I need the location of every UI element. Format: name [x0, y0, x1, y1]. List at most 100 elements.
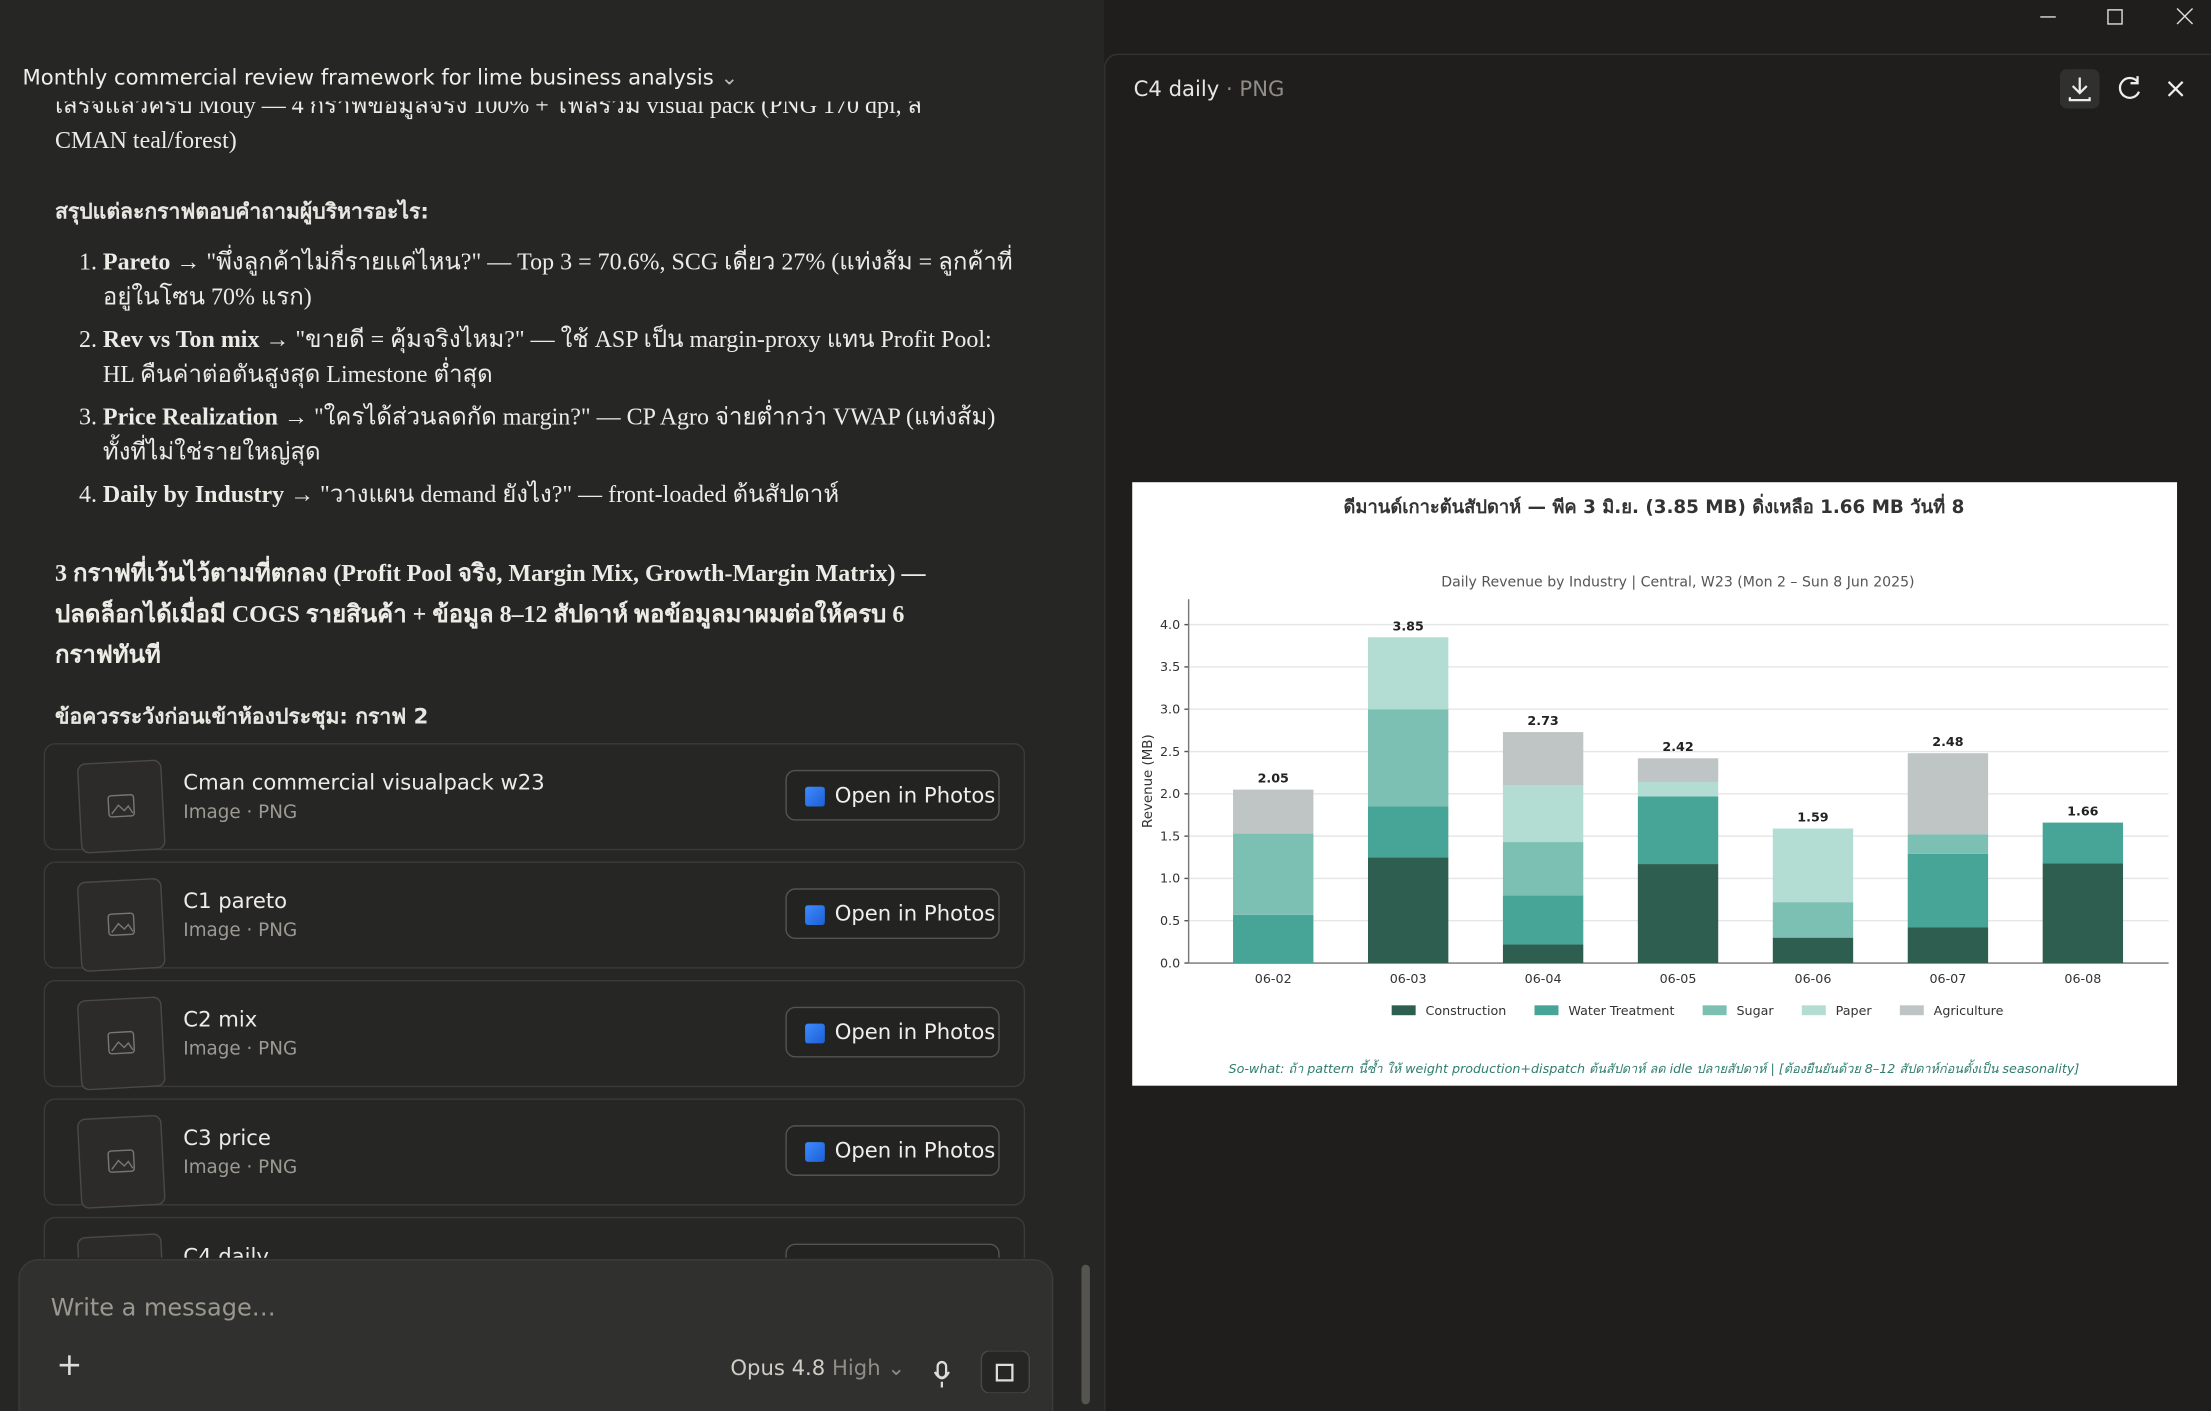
summary-item: Daily by Industry → "วางแผน demand ยังไง…	[103, 477, 1020, 512]
thumbnail	[76, 1114, 166, 1210]
bar-segment	[1907, 853, 1989, 928]
bar-segment	[1502, 944, 1584, 964]
thumb-icon	[107, 912, 136, 937]
thumbnail	[76, 1233, 166, 1258]
summary-list: Pareto → "พึ่งลูกค้าไม่กี่รายแค่ไหน?" — …	[48, 244, 1019, 519]
thumb-icon	[107, 794, 136, 818]
scrollbar[interactable]	[1081, 1264, 1090, 1405]
attachment-name: Cman commercial visualpack w23	[183, 769, 545, 796]
open-button[interactable]: Open in Photos	[785, 1243, 1000, 1258]
y-tick-label: 2.5	[1160, 744, 1180, 759]
thumb-icon	[78, 1234, 164, 1257]
y-tick-label: 3.0	[1160, 701, 1180, 716]
legend-label: Construction	[1426, 1003, 1507, 1018]
bar-segment	[1502, 732, 1584, 786]
attachment-card[interactable]: C1 pareto Image · PNG Open in Photos	[43, 861, 1026, 973]
attachment-meta: Image · PNG	[183, 802, 298, 824]
thumbnail	[76, 996, 166, 1091]
thumb-icon	[107, 1030, 136, 1055]
legend-swatch	[1534, 1005, 1559, 1016]
preview-header: C4 daily · PNG	[1133, 76, 1285, 102]
attachment-card[interactable]: C2 mix Image · PNG Open in Photos	[43, 979, 1026, 1091]
bar-segment	[1502, 842, 1584, 896]
x-tick-label: 06-08	[2064, 971, 2101, 986]
x-tick-label: 06-06	[1795, 971, 1832, 986]
attachment-card[interactable]: Cman commercial visualpack w23 Image · PN…	[43, 743, 1026, 854]
open-label: Open in Photos	[834, 1019, 996, 1045]
total-label: 3.85	[1393, 618, 1424, 633]
attachment-meta: Image · PNG	[183, 1039, 298, 1061]
footnote: So-what: ถ้า pattern นี้ซ้ำ ให้ weight p…	[1229, 1059, 2080, 1077]
attachment-name: C1 pareto	[183, 888, 288, 914]
thumb-icon	[107, 1149, 136, 1173]
intro: เสร็จแล้วครับ Mouy — 4 กราฟข้อมูลจริง 10…	[54, 101, 923, 154]
open-button[interactable]: Open in Photos	[785, 1125, 1000, 1176]
legend-swatch	[1899, 1005, 1924, 1016]
total-label: 2.48	[1932, 734, 1963, 749]
y-tick-label: 1.5	[1160, 828, 1180, 843]
composer-actions[interactable]	[933, 1350, 1051, 1394]
chart-image: ดีมานด์เกาะต้นสัปดาห์ — พีค 3 มิ.ย. (3.8…	[1132, 482, 2178, 1086]
bar-segment	[1637, 781, 1719, 797]
open-label: Open in Photos	[834, 900, 996, 927]
x-tick-label: 06-04	[1525, 971, 1562, 986]
bar-segment	[1367, 806, 1449, 858]
item-lead: Price Realization	[102, 403, 278, 431]
conversation-title[interactable]: Monthly commercial review framework for …	[22, 64, 739, 91]
y-tick-label: 3.5	[1160, 659, 1180, 674]
title-text: Monthly commercial review framework for …	[22, 64, 714, 91]
bar-segment	[1367, 709, 1449, 807]
total-label: 2.42	[1662, 739, 1693, 754]
attachment-card[interactable]: C3 price Image · PNG Open in Photos	[43, 1098, 1026, 1210]
add-button[interactable]: +	[56, 1347, 83, 1384]
photos-icon	[805, 786, 825, 807]
total-label: 2.05	[1258, 771, 1289, 786]
bar-segment	[1772, 902, 1854, 938]
summary-heading: สรุปแต่ละกราฟตอบคำถามผู้บริหารอะไร:	[54, 198, 429, 225]
model-selector[interactable]: Opus 4.8 High ⌄	[730, 1355, 906, 1381]
bar-segment	[1907, 753, 1989, 835]
legend-label: Water Treatment	[1568, 1003, 1674, 1018]
x-tick-label: 06-05	[1660, 971, 1697, 986]
total-label: 1.66	[2067, 804, 2098, 819]
bar-segment	[1233, 833, 1314, 915]
legend-swatch	[1702, 1005, 1727, 1016]
y-tick-label: 0.5	[1160, 913, 1180, 928]
message-scroll: เสร็จแล้วครับ Mouy — 4 กราฟข้อมูลจริง 10…	[0, 102, 1072, 1258]
legend-label: Paper	[1836, 1003, 1873, 1018]
attachment-card[interactable]: C4 daily Open in Photos	[43, 1216, 1026, 1258]
x-tick-label: 06-02	[1255, 971, 1292, 986]
item-text: → "วางแผน demand ยังไง?" — front-loaded …	[290, 480, 840, 508]
open-button[interactable]: Open in Photos	[785, 769, 1000, 821]
composer: Write a message… + Opus 4.8 High ⌄	[18, 1259, 1054, 1411]
preview-format: PNG	[1239, 76, 1285, 102]
total-label: 1.59	[1797, 809, 1828, 824]
y-tick-label: 2.0	[1160, 786, 1180, 801]
item-lead: Daily by Industry	[102, 480, 285, 508]
composer-placeholder[interactable]: Write a message…	[50, 1294, 276, 1323]
caution: ข้อควรระวังก่อนเข้าห้องประชุม: กราฟ 2	[54, 703, 429, 729]
attachment-meta: Image · PNG	[183, 1157, 298, 1179]
bar-segment	[1772, 828, 1854, 903]
summary-item: Price Realization → "ใครได้ส่วนลดกัด mar…	[103, 399, 1020, 470]
attachment-name: C3 price	[183, 1125, 271, 1151]
y-tick-label: 1.0	[1160, 871, 1180, 886]
window-controls[interactable]	[2030, 3, 2210, 34]
photos-icon	[805, 905, 825, 925]
open-button[interactable]: Open in Photos	[785, 888, 1000, 940]
bar-segment	[1233, 914, 1314, 964]
open-label: Open in Photos	[835, 1256, 996, 1257]
bar-segment	[1367, 857, 1449, 964]
preview-actions[interactable]	[2057, 69, 2198, 109]
legend-label: Agriculture	[1934, 1003, 2004, 1018]
legend-swatch	[1391, 1005, 1416, 1016]
open-button[interactable]: Open in Photos	[785, 1006, 1000, 1058]
total-label: 2.73	[1527, 713, 1558, 728]
note: 3 กราฟที่เว้นไว้ตามที่ตกลง (Profit Pool …	[54, 559, 926, 669]
model: Opus 4.8	[730, 1355, 826, 1381]
bar-segment	[1637, 796, 1719, 865]
bar-segment	[1907, 834, 1989, 854]
item-lead: Pareto	[102, 248, 171, 275]
chart-subtitle: Daily Revenue by Industry | Central, W23…	[1441, 575, 1914, 591]
summary-item: Pareto → "พึ่งลูกค้าไม่กี่รายแค่ไหน?" — …	[103, 244, 1020, 315]
